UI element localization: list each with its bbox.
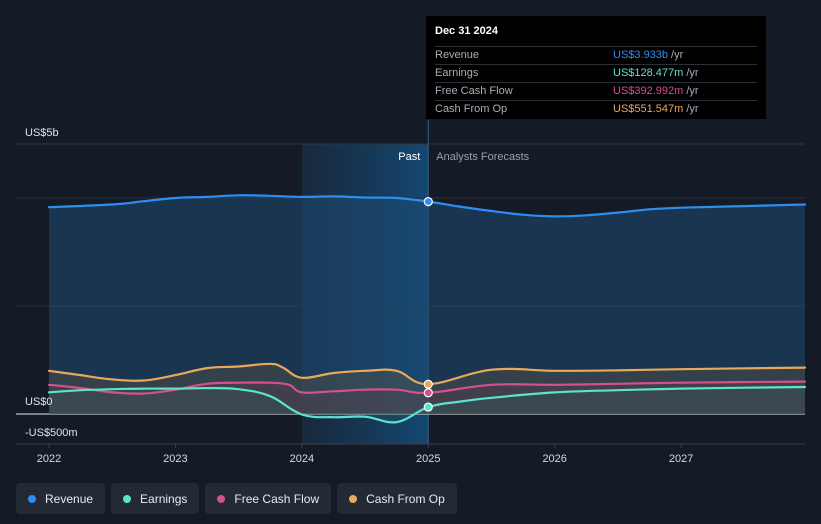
series-line-earnings bbox=[47, 385, 807, 424]
marker-revenue bbox=[423, 197, 433, 207]
legend-item-earnings[interactable]: Earnings bbox=[111, 483, 200, 514]
legend-label: Revenue bbox=[45, 491, 94, 506]
tooltip-value: US$551.547m bbox=[613, 103, 684, 115]
tooltip: Dec 31 2024 Revenue US$3.933b /yr Earnin… bbox=[426, 16, 766, 119]
tooltip-unit: /yr bbox=[671, 49, 684, 61]
tooltip-row-revenue: Revenue US$3.933b /yr bbox=[435, 46, 757, 64]
x-tick-label: 2027 bbox=[669, 453, 693, 465]
series-area-revenue bbox=[49, 195, 805, 414]
tooltip-unit: /yr bbox=[686, 67, 699, 79]
marker-free-cash-flow bbox=[423, 388, 433, 398]
tooltip-row-earnings: Earnings US$128.477m /yr bbox=[435, 64, 757, 82]
series-line-free-cash-flow bbox=[47, 380, 807, 395]
series-line-cash-from-op bbox=[47, 362, 807, 386]
x-tick-label: 2022 bbox=[37, 453, 61, 465]
tooltip-label: Free Cash Flow bbox=[435, 85, 513, 97]
dot-icon bbox=[217, 494, 226, 503]
tooltip-label: Cash From Op bbox=[435, 103, 508, 115]
legend-item-revenue[interactable]: Revenue bbox=[16, 483, 106, 514]
x-tick-label: 2023 bbox=[163, 453, 187, 465]
tooltip-label: Revenue bbox=[435, 49, 480, 61]
tooltip-value: US$3.933b bbox=[613, 49, 669, 61]
past-label: Past bbox=[398, 151, 420, 163]
tooltip-unit: /yr bbox=[686, 103, 699, 115]
tooltip-row-free-cash-flow: Free Cash Flow US$392.992m /yr bbox=[435, 82, 757, 100]
series-area-earnings bbox=[49, 387, 805, 423]
tooltip-label: Earnings bbox=[435, 67, 479, 79]
tooltip-date: Dec 31 2024 bbox=[435, 25, 498, 37]
dot-icon bbox=[349, 494, 358, 503]
tooltip-value: US$392.992m bbox=[613, 85, 684, 97]
x-tick-label: 2026 bbox=[542, 453, 566, 465]
legend-item-free-cash-flow[interactable]: Free Cash Flow bbox=[205, 483, 332, 514]
dot-icon bbox=[28, 494, 36, 503]
y-tick-label: US$5b bbox=[25, 127, 59, 139]
legend-label: Free Cash Flow bbox=[234, 491, 320, 506]
tooltip-value: US$128.477m bbox=[613, 67, 684, 79]
dot-icon bbox=[123, 494, 132, 503]
y-tick-label: -US$500m bbox=[25, 427, 78, 439]
x-tick-label: 2024 bbox=[290, 453, 314, 465]
legend-item-cash-from-op[interactable]: Cash From Op bbox=[337, 483, 457, 514]
legend-label: Cash From Op bbox=[366, 491, 445, 506]
x-tick-label: 2025 bbox=[416, 453, 440, 465]
y-tick-label: US$0 bbox=[25, 396, 53, 408]
legend-label: Earnings bbox=[140, 491, 188, 506]
tooltip-row-cash-from-op: Cash From Op US$551.547m /yr bbox=[435, 100, 757, 118]
legend: Revenue Earnings Free Cash Flow Cash Fro… bbox=[16, 483, 457, 514]
marker-cash-from-op bbox=[423, 379, 433, 389]
series-line-revenue bbox=[47, 194, 807, 218]
forecast-label: Analysts Forecasts bbox=[436, 151, 529, 163]
marker-earnings bbox=[423, 402, 433, 412]
tooltip-unit: /yr bbox=[686, 85, 699, 97]
